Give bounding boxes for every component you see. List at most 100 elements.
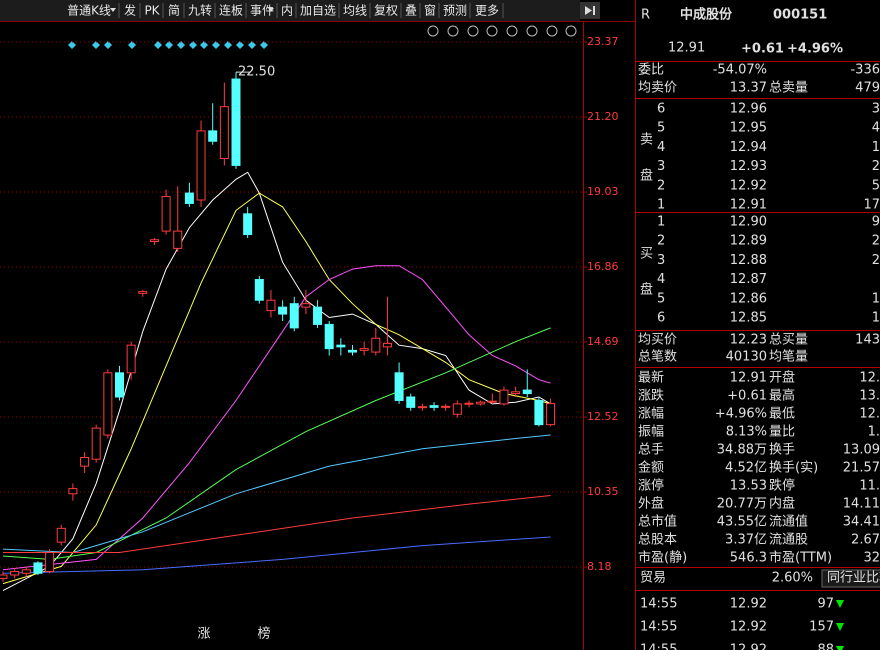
- toolbar-button[interactable]: 窗: [424, 4, 436, 18]
- refresh-icon[interactable]: [467, 25, 479, 37]
- y-tick-label: 23.37: [587, 35, 619, 48]
- toolbar-button[interactable]: 连板: [219, 3, 243, 18]
- compare-button[interactable]: [821, 569, 880, 588]
- panel-text: 479: [855, 81, 880, 96]
- panel-text: 贸易: [640, 571, 666, 586]
- y-tick-label: 19.03: [587, 185, 619, 198]
- panel-text: 总市值: [638, 514, 677, 530]
- y-tick-label: 8.18: [587, 560, 612, 573]
- toolbar-button[interactable]: 简: [168, 4, 180, 18]
- candle-body: [231, 78, 241, 166]
- panel-text: 5: [872, 178, 880, 193]
- toolbar-button[interactable]: 九转: [188, 3, 212, 18]
- candle-body: [138, 291, 148, 294]
- down-arrow: [836, 623, 844, 631]
- panel-text: 换手: [769, 443, 795, 458]
- dropdown-arrow: [110, 8, 116, 12]
- candle-body: [429, 405, 439, 408]
- zoom-in-icon[interactable]: [546, 25, 558, 37]
- candle-body: [382, 342, 392, 348]
- candle-body: [406, 396, 416, 408]
- panel-text: 12.23: [730, 333, 767, 348]
- panel-text: 盘: [640, 282, 653, 298]
- panel-text: 流通股: [769, 533, 808, 548]
- eye-icon[interactable]: [427, 25, 439, 37]
- dropdown-arrow: [268, 8, 274, 12]
- panel-text: 4: [872, 121, 880, 136]
- y-tick-label: 12.52: [587, 410, 619, 423]
- candle-body: [103, 372, 113, 436]
- toolbar-button[interactable]: 内: [281, 4, 293, 18]
- panel-text: 12.91: [730, 198, 767, 213]
- down-arrow: [836, 600, 844, 608]
- moving-average: [2, 327, 551, 560]
- panel-text: -54.07%: [713, 63, 767, 78]
- panel-text: 12.90: [730, 215, 767, 230]
- y-tick-label: 14.69: [587, 335, 619, 348]
- panel-text: 546.3: [730, 551, 767, 566]
- candle-body: [522, 389, 532, 395]
- event-markers: [68, 41, 268, 49]
- stock-code: 000151: [773, 8, 827, 23]
- toolbar-button[interactable]: 复权: [374, 4, 398, 18]
- toolbar-button[interactable]: 普通K线: [67, 4, 111, 18]
- last-price: 12.91: [668, 41, 705, 56]
- candle-body: [534, 399, 544, 426]
- panel-text: 2: [657, 234, 665, 249]
- toolbar-button[interactable]: 均线: [343, 4, 367, 18]
- panel-text: 开盘: [769, 370, 795, 386]
- toolbar-button[interactable]: 事件: [250, 4, 274, 18]
- moving-average: [2, 265, 551, 571]
- candle-body: [464, 402, 474, 405]
- toolbar-button[interactable]: 加自选: [300, 4, 336, 18]
- candle-body: [254, 278, 264, 301]
- panel-text: 1: [657, 198, 665, 213]
- panel-text: 1: [872, 291, 880, 306]
- panel-text: 21.57: [843, 461, 880, 476]
- copy-icon[interactable]: [526, 25, 538, 37]
- undo-icon[interactable]: [486, 25, 498, 37]
- toolbar-button[interactable]: 预测: [443, 4, 467, 18]
- panel-text: 12.89: [730, 234, 767, 249]
- panel-text: 总买量: [769, 333, 808, 348]
- y-tick-label: 21.20: [587, 110, 619, 123]
- toolbar-button[interactable]: 更多: [475, 4, 499, 18]
- candle-body: [301, 303, 311, 308]
- panel-text: 均买价: [638, 333, 677, 348]
- panel-text: 最高: [769, 388, 795, 404]
- panel-text: 12.88: [730, 253, 767, 268]
- panel-text: 14:55: [640, 620, 677, 635]
- candle-body: [441, 405, 451, 408]
- candle-body: [289, 303, 299, 329]
- panel-text: 1.: [868, 425, 880, 440]
- panel-text: 157: [809, 620, 834, 635]
- candle-body: [56, 527, 66, 543]
- hand-icon[interactable]: [447, 25, 459, 37]
- candle-body: [196, 130, 206, 201]
- panel-text: 市盈(TTM): [769, 550, 832, 566]
- panel-text: 12.86: [730, 291, 767, 306]
- toolbar-button[interactable]: 发: [124, 3, 136, 18]
- panel-text: -336: [850, 63, 880, 78]
- moving-average: [2, 536, 551, 574]
- toolbar-button[interactable]: 叠: [405, 4, 417, 18]
- panel-text: 买: [640, 247, 653, 262]
- panel-text: 12.92: [730, 597, 767, 612]
- panel-text: +0.61: [727, 389, 767, 404]
- moving-average: [2, 171, 551, 592]
- panel-text: 振幅: [638, 425, 664, 440]
- candle-body: [21, 569, 31, 574]
- candle-body: [546, 403, 556, 426]
- bottom-label: 榜: [257, 626, 270, 642]
- toolbar-button[interactable]: PK: [144, 4, 160, 18]
- panel-text: 3: [657, 253, 665, 268]
- panel-text: 9: [872, 215, 880, 230]
- cut-icon[interactable]: [506, 25, 518, 37]
- stock-name: 中成股份: [680, 7, 733, 23]
- chart-tools[interactable]: [427, 2, 600, 37]
- panel-text: 13.53: [730, 479, 767, 494]
- candle-body: [511, 391, 521, 395]
- zoom-out-icon[interactable]: [565, 25, 577, 37]
- panel-text: 3: [657, 159, 665, 174]
